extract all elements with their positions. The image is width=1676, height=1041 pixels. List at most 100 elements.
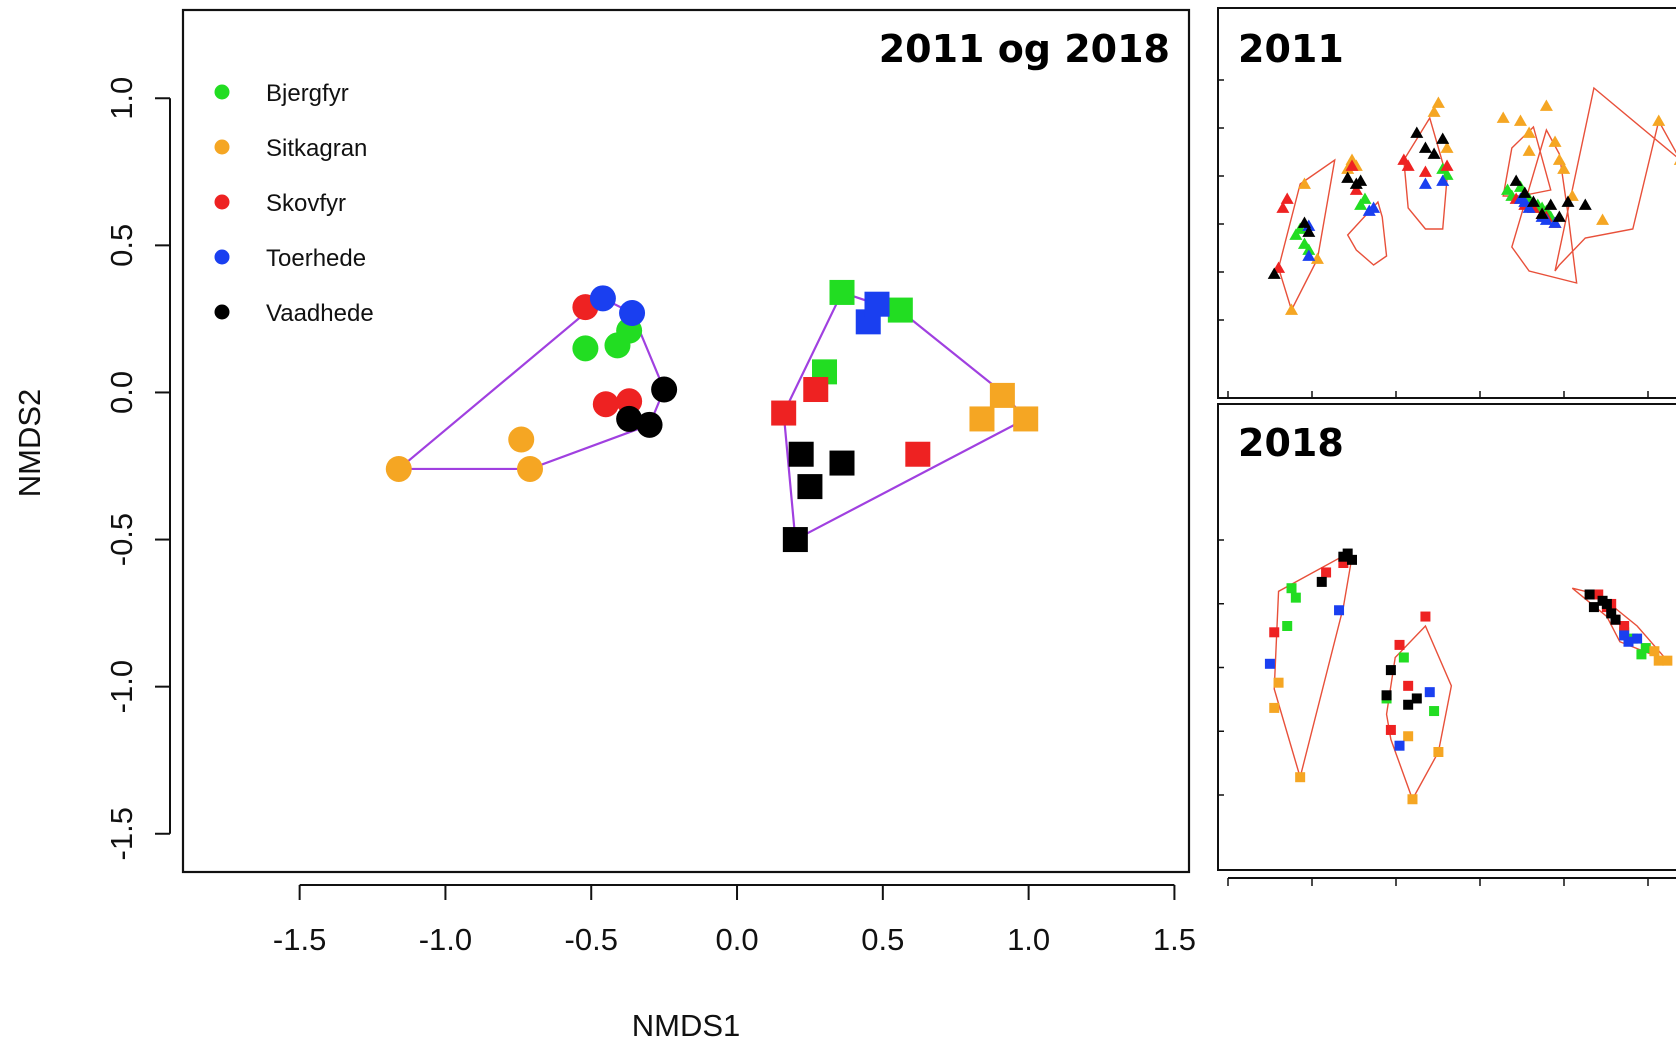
legend-marker-skovfyr: [214, 194, 230, 210]
tr-point-sitkagran: [1513, 114, 1527, 126]
br-point-sitkagran: [1295, 772, 1306, 783]
main-scatter-panel: -1.5 -1.0 -0.5 0.0 0.5 1.0 1.5 -1.5 -1.0 -0.5 0.0…: [12, 8, 1196, 1041]
point-skovfyr-square: [905, 441, 931, 467]
tr-point-bjergfyr: [1302, 243, 1316, 255]
y-tick-label: -1.0: [104, 660, 139, 713]
tr-point-vaadhede: [1302, 225, 1316, 237]
tr-point-skovfyr: [1280, 192, 1294, 204]
br-point-toerhede: [1394, 740, 1405, 751]
br-point-bjergfyr: [1429, 706, 1440, 717]
tr-point-vaadhede: [1297, 216, 1311, 228]
tr-point-vaadhede: [1354, 174, 1368, 186]
br-point-vaadhede: [1381, 690, 1392, 701]
tr-hull: [1554, 86, 1676, 272]
tr-point-sitkagran: [1596, 213, 1610, 225]
main-plot-frame: [181, 8, 1191, 874]
legend-marker-bjergfyr: [214, 84, 230, 100]
br-point-vaadhede: [1316, 576, 1327, 587]
panel-2018-points: [1264, 548, 1673, 805]
panel-2011-y-ticks: [1218, 79, 1224, 321]
br-point-bjergfyr: [1290, 592, 1301, 603]
br-point-bjergfyr: [1398, 652, 1409, 663]
legend-marker-vaadhede: [214, 304, 230, 320]
br-point-vaadhede: [1385, 665, 1396, 676]
legend-marker-sitkagran: [214, 139, 230, 155]
tr-hull: [1346, 200, 1388, 266]
x-tick-label: 1.5: [1153, 922, 1196, 957]
tr-point-toerhede: [1302, 249, 1316, 261]
y-tick-label: -1.5: [104, 807, 139, 860]
point-bjergfyr-circle: [572, 335, 599, 362]
br-point-toerhede: [1334, 605, 1345, 616]
panel-2018: 2018: [1217, 403, 1676, 886]
panel-2011-frame: [1217, 7, 1676, 399]
tr-point-vaadhede: [1436, 132, 1450, 144]
tr-point-vaadhede: [1552, 210, 1566, 222]
y-tick-label: 0.0: [104, 371, 139, 414]
y-tick-label: -0.5: [104, 513, 139, 566]
main-points: [385, 279, 1039, 553]
panel-2018-title: 2018: [1238, 421, 1344, 465]
br-point-vaadhede: [1342, 548, 1353, 559]
tr-point-sitkagran: [1539, 99, 1553, 111]
tr-point-sitkagran: [1522, 126, 1536, 138]
y-tick-label: 0.5: [104, 224, 139, 267]
point-toerhede-square: [864, 291, 890, 317]
tr-hull: [1277, 158, 1336, 312]
x-tick-label: -1.5: [273, 922, 326, 957]
br-point-vaadhede: [1610, 614, 1621, 625]
tr-point-sitkagran: [1552, 153, 1566, 165]
tr-point-sitkagran: [1673, 161, 1676, 165]
tr-point-sitkagran: [1431, 96, 1445, 108]
br-point-vaadhede: [1588, 602, 1599, 613]
br-point-skovfyr: [1403, 680, 1414, 691]
legend-label-sitkagran: Sitkagran: [266, 135, 367, 162]
br-point-toerhede: [1264, 658, 1275, 669]
x-tick-label: 0.0: [715, 922, 758, 957]
tr-point-vaadhede: [1518, 186, 1532, 198]
br-point-skovfyr: [1420, 611, 1431, 622]
br-point-bjergfyr: [1640, 643, 1651, 654]
tr-point-sitkagran: [1652, 114, 1666, 126]
tr-point-vaadhede: [1526, 195, 1540, 207]
x-tick-label: 0.5: [861, 922, 904, 957]
legend-label-bjergfyr: Bjergfyr: [266, 80, 349, 107]
br-point-skovfyr: [1593, 589, 1604, 600]
tr-point-bjergfyr: [1289, 228, 1303, 240]
point-sitkagran-square: [1013, 406, 1039, 432]
panel-2018-x-ticks: [1227, 877, 1676, 886]
br-point-bjergfyr: [1282, 621, 1293, 631]
legend-marker-toerhede: [214, 249, 230, 265]
tr-point-skovfyr: [1345, 159, 1359, 171]
point-sitkagran-circle: [516, 455, 543, 482]
br-point-vaadhede: [1347, 554, 1357, 565]
x-tick-label: -0.5: [565, 922, 618, 957]
tr-point-toerhede: [1522, 201, 1536, 213]
point-vaadhede-square: [797, 474, 823, 500]
tr-point-sitkagran: [1310, 252, 1324, 264]
panel-2011: 2011: [1217, 7, 1676, 399]
br-point-sitkagran: [1653, 655, 1664, 666]
tr-point-toerhede: [1548, 216, 1562, 228]
br-point-skovfyr: [1619, 621, 1630, 631]
tr-point-vaadhede: [1561, 195, 1575, 207]
x-tick-label: -1.0: [419, 922, 472, 957]
tr-point-bjergfyr: [1358, 192, 1372, 204]
point-skovfyr-square: [771, 400, 797, 426]
point-vaadhede-circle: [651, 376, 678, 403]
point-toerhede-circle: [619, 300, 646, 327]
tr-point-sitkagran: [1496, 111, 1510, 123]
br-point-sitkagran: [1269, 702, 1280, 713]
tr-point-bjergfyr: [1293, 222, 1307, 234]
point-sitkagran-circle: [385, 455, 412, 482]
br-point-skovfyr: [1385, 724, 1396, 735]
legend-label-toerhede: Toerhede: [266, 245, 366, 272]
br-point-vaadhede: [1601, 598, 1612, 609]
br-point-sitkagran: [1662, 655, 1673, 666]
tr-point-vaadhede: [1267, 267, 1281, 279]
tr-point-vaadhede: [1410, 126, 1424, 138]
panel-2018-frame: [1217, 403, 1676, 871]
tr-point-sitkagran: [1440, 141, 1454, 153]
br-point-sitkagran: [1649, 646, 1660, 657]
